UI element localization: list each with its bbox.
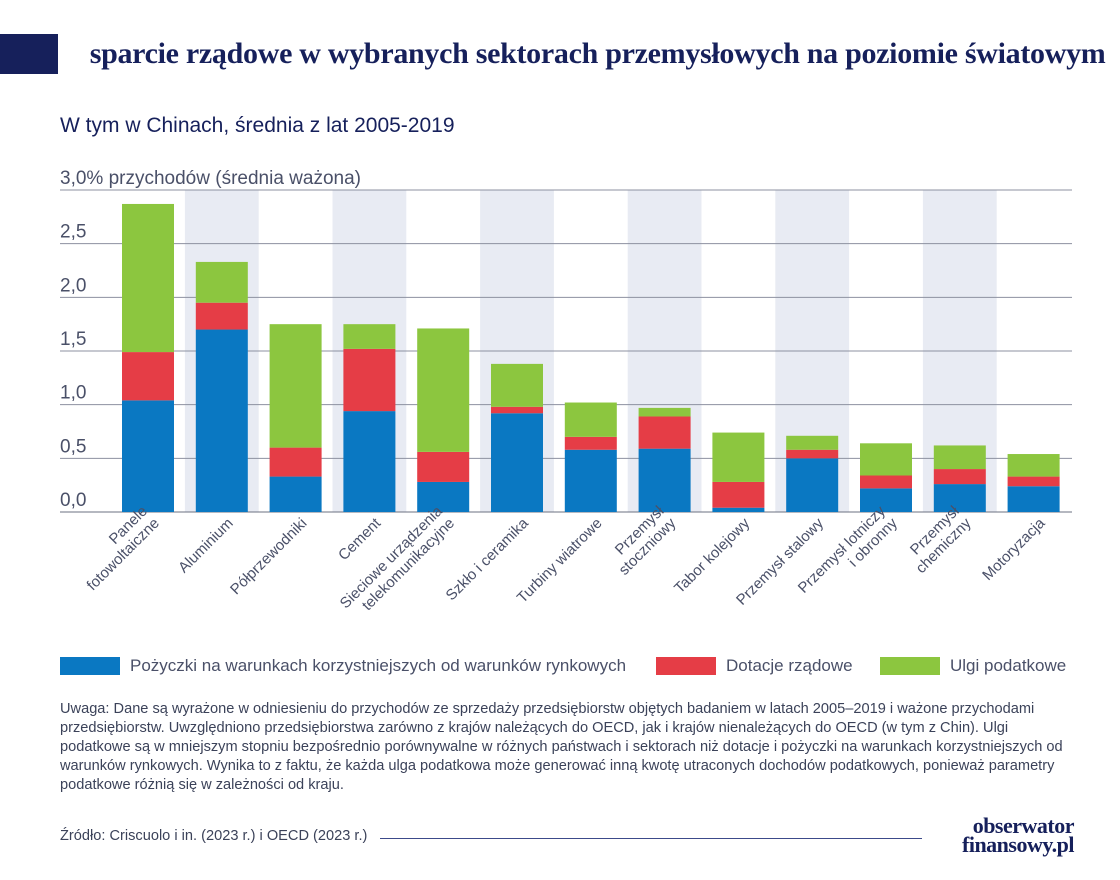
legend-item-grants: Dotacje rządowe	[656, 654, 853, 678]
bar-2-series-1	[269, 447, 322, 477]
chart-note: Uwaga: Dane są wyrażone w odniesieniu do…	[60, 701, 1063, 793]
legend-label-loans: Pożyczki na warunkach korzystniejszych o…	[130, 656, 627, 675]
bar-2-series-0	[269, 476, 322, 512]
source-text: Źródło: Criscuolo i in. (2023 r.) i OECD…	[60, 828, 368, 844]
legend-label-grants: Dotacje rządowe	[726, 656, 853, 675]
bar-3-series-1	[343, 348, 396, 412]
y-tick-0: 0,0	[60, 490, 86, 511]
y-tick-5: 2,5	[60, 222, 86, 243]
y-axis-label: 3,0% przychodów (średnia ważona)	[60, 168, 361, 189]
page-title: Wsparcie rządowe w wybranych sektorach p…	[58, 34, 1106, 74]
legend-swatch-loans	[60, 657, 120, 675]
x-tick-2-line-0: Półprzewodniki	[227, 515, 310, 598]
brand-logo: obserwator finansowy.pl	[962, 813, 1075, 857]
y-tick-labels: 0,0 0,5 1,0 1,5 2,0 2,5	[60, 222, 86, 511]
legend: Pożyczki na warunkach korzystniejszych o…	[60, 654, 1074, 678]
legend-item-tax: Ulgi podatkowe	[880, 654, 1066, 678]
source-divider	[380, 838, 922, 839]
bar-5-series-2	[491, 363, 543, 407]
x-tick-2: Półprzewodniki	[227, 515, 310, 598]
bar-2-series-2	[269, 324, 322, 448]
x-tick-0: Panelefotowoltaiczne	[72, 503, 163, 594]
bar-4-series-1	[417, 451, 470, 482]
x-tick-3-line-0: Cement	[335, 514, 385, 564]
logo-line-2: finansowy.pl	[962, 832, 1075, 857]
legend-swatch-grants	[656, 657, 716, 675]
bar-3-series-2	[343, 324, 396, 349]
bar-9-series-1	[786, 449, 839, 459]
x-tick-8: Tabor kolejowy	[671, 514, 754, 597]
bar-0-series-1	[122, 352, 174, 401]
y-tick-3: 1,5	[60, 329, 86, 350]
title-accent-bar	[0, 34, 58, 74]
bar-12-series-0	[1007, 486, 1060, 512]
x-tick-1: Aluminium	[175, 515, 237, 577]
legend-swatch-tax	[880, 657, 940, 675]
bar-10-series-1	[860, 475, 912, 489]
bar-6-series-1	[564, 436, 617, 450]
stacked-bar-chart: 0,0 0,5 1,0 1,5 2,0 2,5 Panelefotowoltaiczne A…	[60, 168, 1072, 624]
bar-8-series-1	[712, 481, 765, 508]
bar-12-series-1	[1007, 476, 1060, 487]
bar-7-series-1	[638, 416, 691, 449]
chart-subtitle: W tym w Chinach, średnia z lat 2005-2019	[60, 114, 455, 137]
bar-8-series-2	[712, 432, 765, 482]
bar-4-series-2	[417, 328, 470, 452]
x-tick-12: Motoryzacja	[979, 514, 1049, 584]
bar-8-series-0	[712, 507, 765, 512]
bar-11-series-0	[933, 484, 986, 512]
bar-0-series-2	[122, 203, 174, 353]
legend-label-tax: Ulgi podatkowe	[950, 656, 1067, 675]
legend-item-loans: Pożyczki na warunkach korzystniejszych o…	[60, 654, 626, 678]
bar-7-series-0	[638, 448, 691, 512]
bar-5-series-1	[491, 406, 543, 414]
bar-10-series-2	[860, 443, 912, 476]
x-tick-11: Przemysłchemiczny	[900, 502, 975, 577]
title-first-letter: W	[58, 37, 88, 70]
bar-10-series-0	[860, 488, 912, 512]
bar-6-series-2	[564, 402, 617, 437]
y-tick-1: 0,5	[60, 436, 86, 457]
y-tick-2: 1,0	[60, 383, 86, 404]
x-tick-12-line-0: Motoryzacja	[979, 514, 1049, 584]
title-rest: sparcie rządowe w wybranych sektorach pr…	[89, 37, 1106, 70]
x-tick-3: Cement	[335, 514, 385, 564]
x-tick-8-line-0: Tabor kolejowy	[671, 514, 754, 597]
bar-5-series-0	[491, 413, 543, 512]
bar-1-series-1	[195, 302, 248, 330]
y-tick-4: 2,0	[60, 275, 86, 296]
bar-9-series-0	[786, 458, 839, 512]
bar-1-series-2	[195, 261, 248, 303]
bar-0-series-0	[122, 400, 174, 512]
bar-12-series-2	[1007, 454, 1060, 477]
bar-4-series-0	[417, 481, 470, 512]
bar-11-series-1	[933, 469, 986, 485]
bar-3-series-0	[343, 411, 396, 512]
x-tick-1-line-0: Aluminium	[175, 515, 237, 577]
bar-7-series-2	[638, 407, 691, 417]
logo-line-1: obserwator	[972, 813, 1075, 838]
bar-9-series-2	[786, 435, 839, 450]
bar-6-series-0	[564, 449, 617, 512]
bar-11-series-2	[933, 445, 986, 470]
x-tick-4: Sieciowe urządzeniatelekomunikacyjne	[337, 502, 459, 624]
bars	[122, 203, 1060, 512]
x-tick-labels: Panelefotowoltaiczne AluminiumPółprzewodn…	[72, 502, 1049, 624]
x-tick-7: Przemysłstoczniowy	[604, 502, 680, 578]
bar-1-series-0	[195, 329, 248, 512]
